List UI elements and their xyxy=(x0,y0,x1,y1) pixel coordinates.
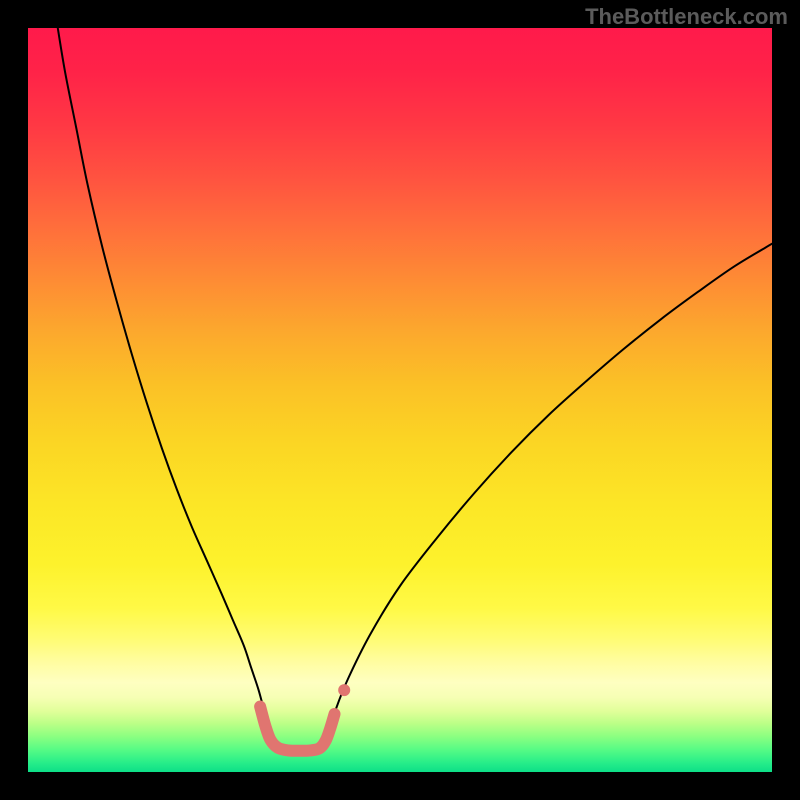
chart-container: TheBottleneck.com xyxy=(0,0,800,800)
watermark-text: TheBottleneck.com xyxy=(585,4,788,30)
gradient-background xyxy=(28,28,772,772)
salmon-dot xyxy=(338,684,350,696)
bottleneck-chart xyxy=(0,0,800,800)
